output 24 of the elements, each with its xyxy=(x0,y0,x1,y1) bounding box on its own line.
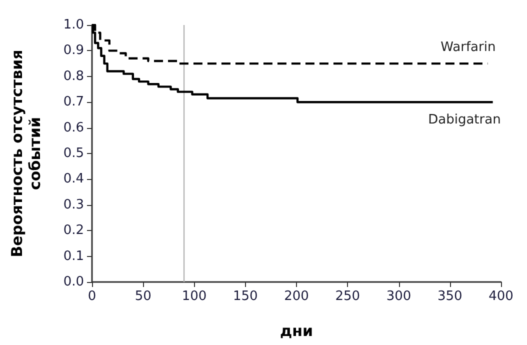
x-tick-label: 150 xyxy=(232,289,258,304)
y-tick-label: 0.8 xyxy=(63,68,84,84)
x-tick-label: 100 xyxy=(182,289,207,304)
y-tick-label: 0.3 xyxy=(63,197,84,212)
y-axis-title: Вероятность отсутствия событий xyxy=(8,50,44,258)
x-tick-label: 50 xyxy=(134,289,152,304)
x-tick-label: 250 xyxy=(335,289,360,304)
x-tick-label: 200 xyxy=(284,289,309,304)
y-tick-label: 0.9 xyxy=(63,43,84,58)
y-tick-label: 0.2 xyxy=(63,223,84,238)
x-tick-label: 350 xyxy=(437,289,462,304)
y-tick-label: 1.0 xyxy=(63,18,84,32)
series-label: Warfarin xyxy=(440,40,496,56)
series-label: Dabigatran xyxy=(428,112,501,128)
x-tick-label: 0 xyxy=(88,289,96,304)
y-tick-label: 0.1 xyxy=(63,248,84,264)
y-tick-label: 0.7 xyxy=(63,94,84,110)
y-tick-label: 0.4 xyxy=(63,172,84,187)
x-tick-label: 300 xyxy=(386,289,412,304)
x-tick-label: 400 xyxy=(488,289,514,304)
y-tick-label: 0.0 xyxy=(63,274,84,290)
y-tick-label: 0.6 xyxy=(63,120,84,136)
y-tick-label: 0.5 xyxy=(63,146,84,161)
x-axis-title: дни xyxy=(280,322,313,340)
